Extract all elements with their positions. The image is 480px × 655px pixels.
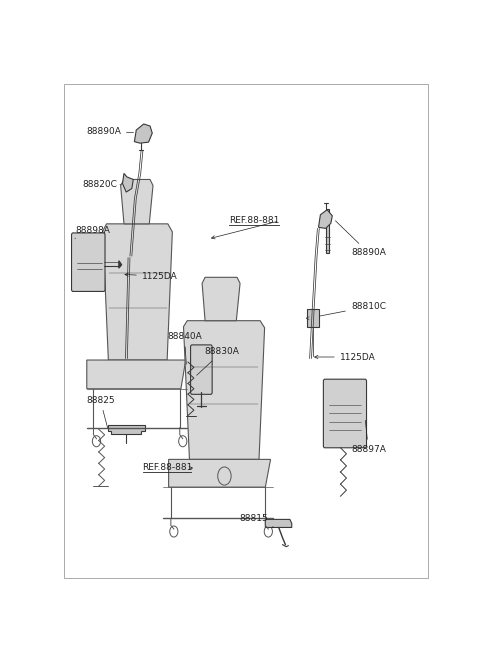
Polygon shape: [326, 209, 329, 253]
FancyBboxPatch shape: [324, 379, 367, 448]
Polygon shape: [265, 519, 292, 527]
Text: 88820C: 88820C: [83, 180, 120, 189]
Polygon shape: [307, 309, 319, 327]
Text: 88890A: 88890A: [86, 127, 133, 136]
Polygon shape: [122, 174, 133, 192]
Text: 88898A: 88898A: [75, 227, 110, 238]
Text: 88810C: 88810C: [319, 302, 386, 316]
Text: 88840A: 88840A: [167, 332, 202, 364]
Text: 88815: 88815: [240, 514, 274, 527]
Polygon shape: [319, 210, 332, 229]
Text: 88825: 88825: [86, 396, 115, 428]
Text: 1125DA: 1125DA: [125, 272, 178, 281]
Polygon shape: [183, 321, 264, 459]
Text: 88897A: 88897A: [351, 421, 386, 454]
Polygon shape: [202, 277, 240, 321]
Text: 88830A: 88830A: [197, 347, 239, 375]
FancyBboxPatch shape: [191, 345, 212, 394]
Polygon shape: [168, 459, 271, 487]
Text: 88890A: 88890A: [336, 221, 386, 257]
Text: REF.88-881: REF.88-881: [229, 216, 280, 225]
Polygon shape: [108, 424, 145, 434]
Polygon shape: [134, 124, 152, 143]
Polygon shape: [119, 261, 122, 269]
Polygon shape: [103, 224, 172, 360]
Polygon shape: [120, 179, 153, 224]
FancyBboxPatch shape: [72, 233, 105, 291]
Text: 1125DA: 1125DA: [315, 352, 375, 362]
Polygon shape: [87, 360, 186, 389]
Text: REF.88-881: REF.88-881: [143, 464, 193, 472]
